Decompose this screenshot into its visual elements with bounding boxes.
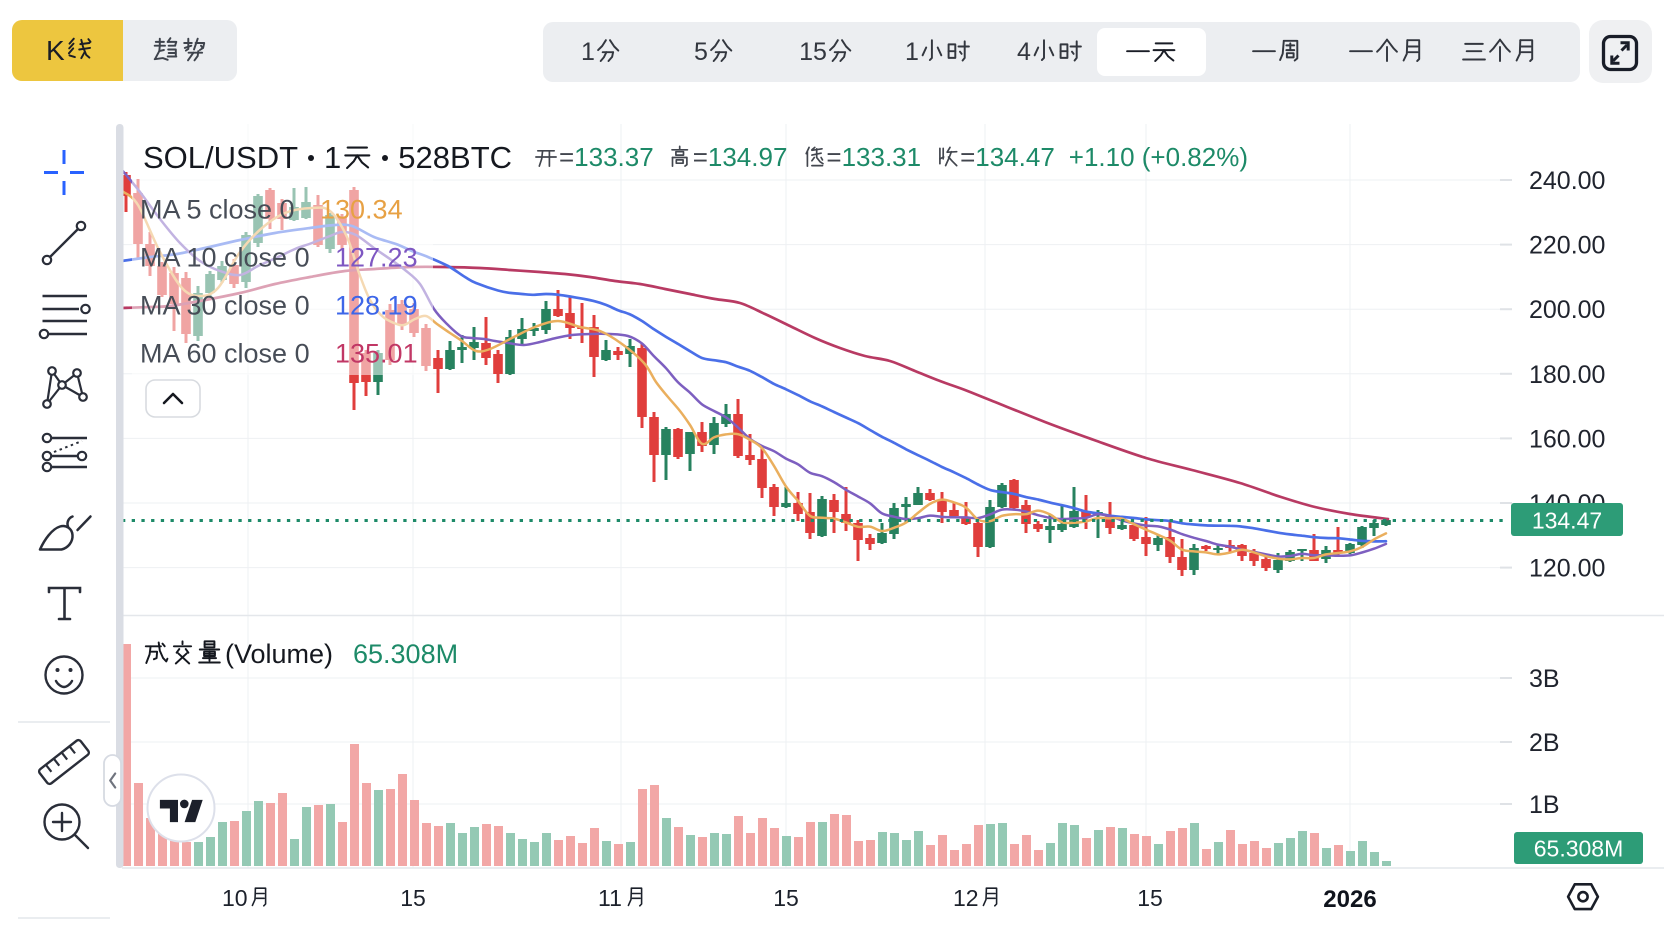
svg-text:120.00: 120.00 bbox=[1529, 555, 1605, 583]
svg-text:SOL/USDT: SOL/USDT bbox=[143, 140, 298, 175]
svg-text:65.308M: 65.308M bbox=[353, 639, 458, 669]
svg-text:133.37: 133.37 bbox=[574, 142, 654, 172]
svg-text:15: 15 bbox=[1137, 885, 1163, 911]
svg-text:11: 11 bbox=[598, 885, 622, 911]
svg-text:133.31: 133.31 bbox=[842, 142, 922, 172]
svg-text:=: = bbox=[693, 142, 708, 172]
svg-text:10: 10 bbox=[222, 885, 248, 911]
svg-text:1B: 1B bbox=[1529, 791, 1560, 819]
svg-text:2B: 2B bbox=[1529, 729, 1560, 757]
svg-text:=: = bbox=[559, 142, 574, 172]
svg-text:15: 15 bbox=[773, 885, 799, 911]
svg-text:MA 5 close 0: MA 5 close 0 bbox=[140, 195, 295, 225]
svg-text:65.308M: 65.308M bbox=[1534, 836, 1624, 862]
svg-text:160.00: 160.00 bbox=[1529, 425, 1605, 453]
svg-text:240.00: 240.00 bbox=[1529, 167, 1605, 195]
svg-text:MA 10 close 0: MA 10 close 0 bbox=[140, 243, 310, 273]
svg-text:135.01: 135.01 bbox=[335, 339, 418, 369]
svg-text:5: 5 bbox=[694, 38, 708, 66]
svg-text:528BTC: 528BTC bbox=[398, 140, 512, 175]
svg-text:=: = bbox=[960, 142, 975, 172]
svg-text:1: 1 bbox=[905, 38, 919, 66]
svg-text:1: 1 bbox=[799, 38, 813, 66]
svg-text:MA 30 close 0: MA 30 close 0 bbox=[140, 291, 310, 321]
svg-text:12: 12 bbox=[953, 885, 979, 911]
svg-text:134.97: 134.97 bbox=[708, 142, 788, 172]
svg-text:220.00: 220.00 bbox=[1529, 232, 1605, 260]
svg-text:1: 1 bbox=[581, 38, 595, 66]
svg-text:MA 60 close 0: MA 60 close 0 bbox=[140, 339, 310, 369]
svg-text:128.19: 128.19 bbox=[335, 291, 418, 321]
svg-text:3B: 3B bbox=[1529, 665, 1560, 693]
svg-text:134.47: 134.47 bbox=[975, 142, 1055, 172]
svg-text:180.00: 180.00 bbox=[1529, 361, 1605, 389]
svg-text:K: K bbox=[46, 35, 65, 66]
svg-text:2026: 2026 bbox=[1323, 886, 1376, 913]
svg-text:(Volume): (Volume) bbox=[225, 639, 333, 669]
svg-text:130.34: 130.34 bbox=[320, 195, 403, 225]
svg-text:5: 5 bbox=[813, 38, 827, 66]
svg-text:134.47: 134.47 bbox=[1532, 508, 1602, 534]
svg-text:=: = bbox=[826, 142, 841, 172]
svg-text:4: 4 bbox=[1017, 38, 1031, 66]
svg-text:15: 15 bbox=[400, 885, 426, 911]
svg-text:1: 1 bbox=[324, 140, 341, 175]
svg-text:127.23: 127.23 bbox=[335, 243, 418, 273]
svg-text:+1.10 (+0.82%): +1.10 (+0.82%) bbox=[1069, 142, 1248, 172]
svg-text:200.00: 200.00 bbox=[1529, 296, 1605, 324]
